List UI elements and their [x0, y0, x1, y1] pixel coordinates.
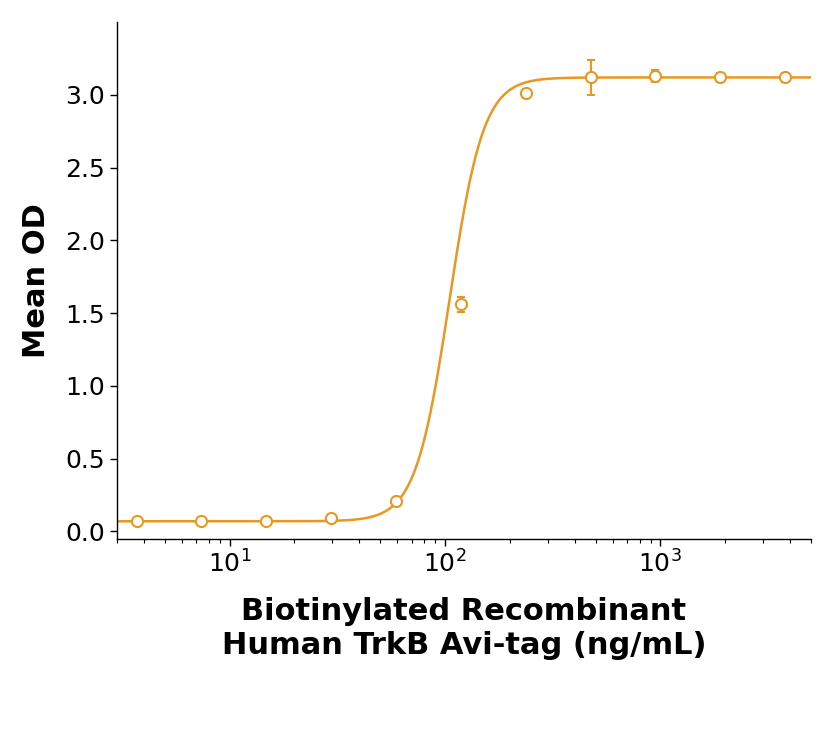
X-axis label: Biotinylated Recombinant
Human TrkB Avi-tag (ng/mL): Biotinylated Recombinant Human TrkB Avi-…	[222, 597, 706, 660]
Y-axis label: Mean OD: Mean OD	[23, 203, 52, 358]
